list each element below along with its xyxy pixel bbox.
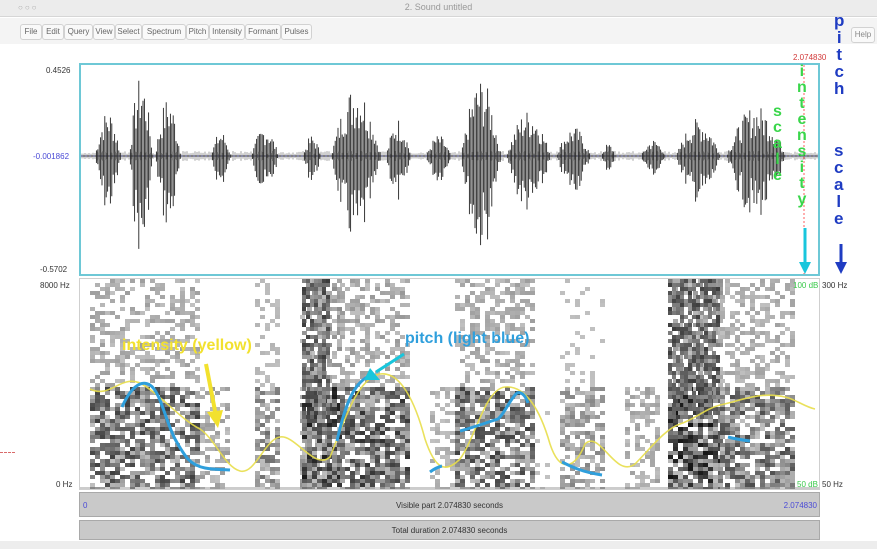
title-bar: ○○○ 2. Sound untitled xyxy=(0,0,877,17)
wave-ymax-label: 0.4526 xyxy=(46,66,71,75)
intensity-annotation-label: intensity (yellow) xyxy=(122,337,252,354)
menu-formant[interactable]: Formant xyxy=(245,24,281,40)
scale-letter: t xyxy=(836,45,843,64)
scale-letter: n xyxy=(797,79,807,96)
menu-select[interactable]: Select xyxy=(115,24,142,40)
pitch-max-label: 300 Hz xyxy=(822,281,848,290)
intensity-min-label: 50 dB xyxy=(797,480,818,489)
total-duration-text: Total duration 2.074830 seconds xyxy=(391,526,508,535)
total-duration-bar[interactable]: Total duration 2.074830 seconds xyxy=(79,520,820,540)
scale-letter: l xyxy=(836,192,842,211)
side-dashed-line xyxy=(0,452,15,453)
spectrogram-panel[interactable] xyxy=(79,278,820,490)
pitch-annotation-label: pitch (light blue) xyxy=(405,330,530,347)
visible-part-bar[interactable]: 0 Visible part 2.074830 seconds 2.074830 xyxy=(79,492,820,517)
menu-query[interactable]: Query xyxy=(64,24,93,40)
scale-letter: l xyxy=(775,151,780,168)
wave-yzero-label: -0.001862 xyxy=(33,152,70,161)
menu-edit[interactable]: Edit xyxy=(42,24,64,40)
scale-letter: a xyxy=(834,175,844,194)
bottom-strip xyxy=(0,541,877,549)
window-controls[interactable]: ○○○ xyxy=(18,3,39,12)
menu-pitch[interactable]: Pitch xyxy=(186,24,209,40)
help-button[interactable]: Help xyxy=(851,27,875,43)
scale-letter: c xyxy=(773,119,782,136)
visible-part-text: Visible part 2.074830 seconds xyxy=(395,501,504,510)
menu-intensity[interactable]: Intensity xyxy=(209,24,245,40)
freq-max-label: 8000 Hz xyxy=(40,281,70,290)
scale-letter: n xyxy=(797,127,807,144)
scale-letter: e xyxy=(773,167,782,184)
time-start-label: 0 xyxy=(83,501,88,510)
scale-letter: y xyxy=(797,191,807,208)
pitch-min-label: 50 Hz xyxy=(822,480,843,489)
time-end-label: 2.074830 xyxy=(783,501,817,510)
scale-letter: i xyxy=(836,28,842,47)
spectrogram-plot xyxy=(80,279,819,489)
pitch-scale-arrow-icon xyxy=(835,244,847,274)
scale-letter: e xyxy=(834,209,844,228)
freq-min-label: 0 Hz xyxy=(56,480,73,489)
scale-letter: s xyxy=(834,141,844,160)
scale-letter: a xyxy=(773,135,782,152)
scale-letter: s xyxy=(773,103,782,120)
intensity-max-label: 100 dB xyxy=(793,281,819,290)
scale-letter: h xyxy=(834,79,845,98)
scale-letter: c xyxy=(834,62,844,81)
scale-letter: i xyxy=(799,63,805,80)
scale-letter: p xyxy=(834,11,845,30)
waveform-plot xyxy=(81,65,818,274)
scale-letter: t xyxy=(799,95,805,112)
menu-spectrum[interactable]: Spectrum xyxy=(142,24,186,40)
scale-letter: i xyxy=(799,159,805,176)
scale-letter: e xyxy=(797,111,807,128)
cursor-time-label: 2.074830 xyxy=(793,53,827,62)
wave-ymin-label: -0.5702 xyxy=(40,265,68,274)
menu-view[interactable]: View xyxy=(93,24,115,40)
scale-letter: s xyxy=(797,143,807,160)
scale-letter: t xyxy=(799,175,805,192)
menu-pulses[interactable]: Pulses xyxy=(281,24,312,40)
menu-file[interactable]: File xyxy=(20,24,42,40)
waveform-panel[interactable] xyxy=(79,63,820,276)
window-title: 2. Sound untitled xyxy=(404,2,473,12)
scale-letter: c xyxy=(834,158,844,177)
